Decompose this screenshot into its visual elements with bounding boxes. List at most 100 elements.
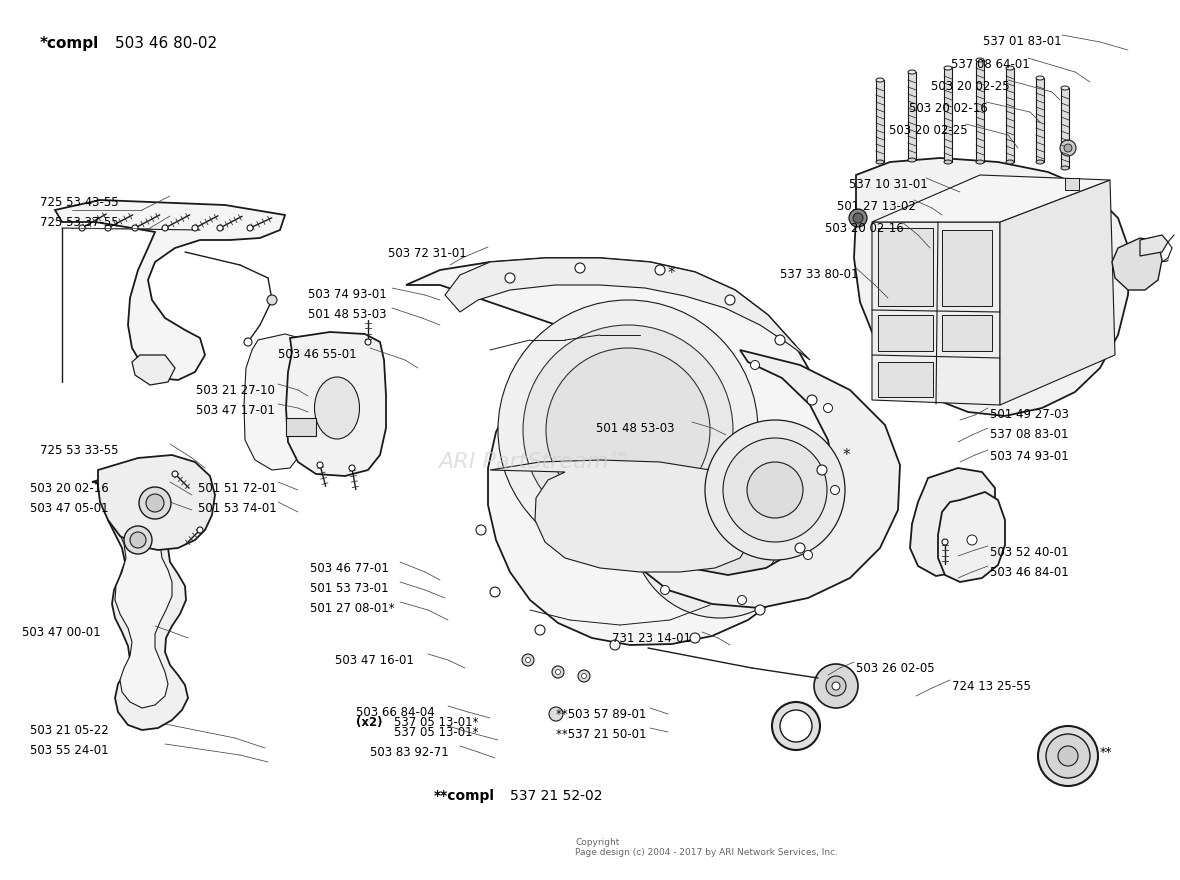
Polygon shape bbox=[1112, 238, 1162, 290]
Polygon shape bbox=[114, 482, 172, 708]
Circle shape bbox=[546, 348, 710, 512]
Text: Copyright
Page design (c) 2004 - 2017 by ARI Network Services, Inc.: Copyright Page design (c) 2004 - 2017 by… bbox=[575, 838, 838, 857]
Circle shape bbox=[197, 527, 203, 533]
Circle shape bbox=[476, 525, 486, 535]
Polygon shape bbox=[406, 258, 833, 645]
Text: **503 57 89-01: **503 57 89-01 bbox=[556, 708, 647, 721]
Circle shape bbox=[853, 213, 863, 223]
Polygon shape bbox=[938, 492, 1005, 582]
Ellipse shape bbox=[1036, 160, 1044, 164]
Ellipse shape bbox=[1007, 160, 1014, 164]
Text: 503 52 40-01: 503 52 40-01 bbox=[990, 546, 1069, 559]
Circle shape bbox=[1058, 746, 1079, 766]
Text: *compl: *compl bbox=[40, 36, 99, 51]
Ellipse shape bbox=[876, 78, 884, 82]
Text: 537 33 80-01: 537 33 80-01 bbox=[780, 268, 858, 281]
Ellipse shape bbox=[1007, 66, 1014, 70]
Circle shape bbox=[1045, 734, 1090, 778]
Bar bbox=[876, 80, 884, 162]
Circle shape bbox=[772, 702, 820, 750]
Text: 501 48 53-03: 501 48 53-03 bbox=[308, 308, 387, 321]
Circle shape bbox=[244, 338, 253, 346]
Polygon shape bbox=[286, 332, 386, 476]
Circle shape bbox=[723, 438, 827, 542]
Bar bbox=[1066, 178, 1079, 190]
Circle shape bbox=[848, 209, 867, 227]
Polygon shape bbox=[910, 468, 995, 576]
Circle shape bbox=[575, 263, 585, 273]
Circle shape bbox=[247, 225, 253, 231]
Text: 501 27 13-02: 501 27 13-02 bbox=[837, 200, 916, 213]
Text: 503 46 55-01: 503 46 55-01 bbox=[278, 348, 356, 361]
Text: 725 53 33-55: 725 53 33-55 bbox=[40, 444, 118, 457]
Text: 503 21 05-22: 503 21 05-22 bbox=[30, 724, 109, 737]
Text: 503 66 84-04: 503 66 84-04 bbox=[356, 706, 434, 719]
Circle shape bbox=[130, 532, 146, 548]
Polygon shape bbox=[872, 175, 1110, 222]
Bar bbox=[942, 315, 992, 351]
Text: 501 27 08-01*: 501 27 08-01* bbox=[310, 602, 394, 615]
Circle shape bbox=[578, 670, 590, 682]
Circle shape bbox=[1038, 726, 1099, 786]
Circle shape bbox=[365, 339, 371, 345]
Text: 501 49 27-03: 501 49 27-03 bbox=[990, 408, 1069, 421]
Circle shape bbox=[690, 633, 700, 643]
Circle shape bbox=[172, 471, 178, 477]
Polygon shape bbox=[640, 350, 900, 608]
Circle shape bbox=[552, 666, 564, 678]
Text: 503 46 77-01: 503 46 77-01 bbox=[310, 562, 389, 575]
Circle shape bbox=[632, 442, 808, 618]
Text: (x2): (x2) bbox=[356, 716, 382, 729]
Circle shape bbox=[655, 265, 666, 275]
Text: 537 05 13-01*: 537 05 13-01* bbox=[394, 716, 479, 729]
Bar bbox=[1007, 68, 1014, 162]
Circle shape bbox=[105, 225, 111, 231]
Circle shape bbox=[661, 585, 669, 595]
Text: 503 83 92-71: 503 83 92-71 bbox=[371, 746, 448, 759]
Text: 503 72 31-01: 503 72 31-01 bbox=[388, 247, 467, 260]
Bar bbox=[907, 72, 916, 160]
Circle shape bbox=[523, 325, 733, 535]
Text: 537 10 31-01: 537 10 31-01 bbox=[850, 178, 927, 191]
Circle shape bbox=[814, 664, 858, 708]
Circle shape bbox=[267, 295, 277, 305]
Circle shape bbox=[942, 539, 948, 545]
Polygon shape bbox=[1140, 235, 1168, 256]
Polygon shape bbox=[854, 158, 1130, 416]
Circle shape bbox=[349, 465, 355, 471]
Bar bbox=[878, 362, 933, 397]
Text: 537 05 13-01*: 537 05 13-01* bbox=[394, 726, 479, 739]
Circle shape bbox=[556, 670, 560, 674]
Circle shape bbox=[549, 707, 563, 721]
Ellipse shape bbox=[907, 70, 916, 74]
Circle shape bbox=[490, 587, 500, 597]
Bar bbox=[878, 315, 933, 351]
Polygon shape bbox=[490, 460, 755, 572]
Polygon shape bbox=[98, 455, 215, 550]
Text: 501 53 73-01: 501 53 73-01 bbox=[310, 582, 388, 595]
Ellipse shape bbox=[907, 158, 916, 162]
Polygon shape bbox=[92, 470, 188, 730]
Text: 503 26 02-05: 503 26 02-05 bbox=[856, 662, 935, 675]
Ellipse shape bbox=[876, 160, 884, 164]
Circle shape bbox=[525, 657, 531, 663]
Text: 503 47 05-01: 503 47 05-01 bbox=[30, 502, 109, 515]
Text: *: * bbox=[843, 448, 851, 463]
Text: **537 21 50-01: **537 21 50-01 bbox=[556, 728, 647, 741]
Bar bbox=[286, 418, 316, 436]
Circle shape bbox=[817, 465, 827, 475]
Circle shape bbox=[610, 640, 620, 650]
Circle shape bbox=[804, 551, 813, 560]
Circle shape bbox=[832, 682, 840, 690]
Circle shape bbox=[775, 335, 785, 345]
Text: 501 51 72-01: 501 51 72-01 bbox=[198, 482, 277, 495]
Ellipse shape bbox=[315, 377, 360, 439]
Circle shape bbox=[755, 605, 765, 615]
Circle shape bbox=[582, 673, 586, 678]
Circle shape bbox=[139, 487, 171, 519]
Circle shape bbox=[831, 486, 839, 495]
Text: 503 74 93-01: 503 74 93-01 bbox=[990, 450, 1069, 463]
Text: 725 53 43-55: 725 53 43-55 bbox=[40, 196, 119, 209]
Ellipse shape bbox=[976, 160, 984, 164]
Text: 503 47 00-01: 503 47 00-01 bbox=[22, 626, 100, 639]
